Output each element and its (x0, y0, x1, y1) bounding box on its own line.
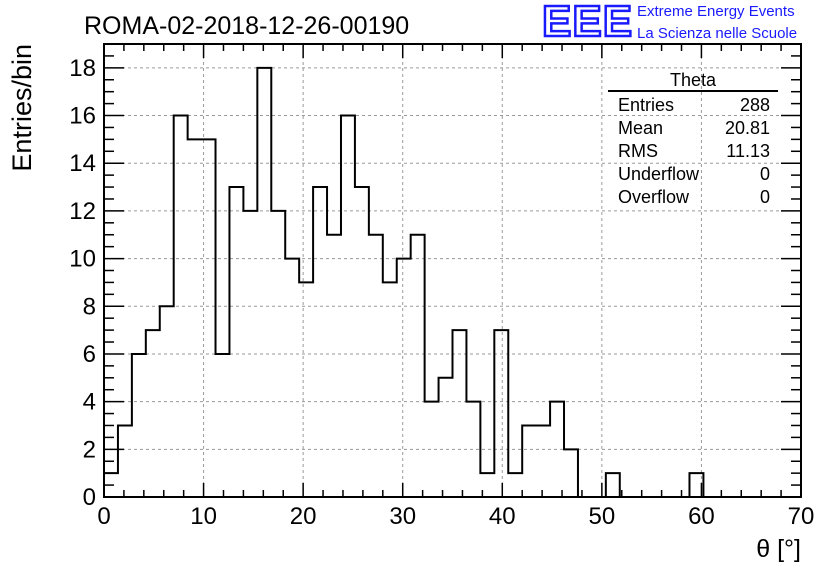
run-title: ROMA-02-2018-12-26-00190 (84, 12, 409, 40)
y-tick-label: 10 (69, 246, 96, 273)
eee-logo-mark: EEE (541, 0, 634, 47)
x-tick-label: 70 (788, 503, 815, 530)
axis-tick-labels: 0 10 20 30 40 50 60 70 0 2 4 6 8 10 12 14 16 18 (69, 55, 814, 530)
stats-row-mean: Mean 20.81 (608, 117, 778, 140)
x-tick-label: 40 (489, 503, 516, 530)
y-tick-label: 0 (83, 484, 96, 511)
y-tick-label: 12 (69, 198, 96, 225)
stats-value: 0 (759, 164, 770, 184)
y-tick-label: 6 (83, 341, 96, 368)
logo-line-2: La Scienza nelle Scuole (637, 25, 798, 42)
stats-title: Theta (608, 70, 778, 92)
y-tick-label: 16 (69, 103, 96, 130)
stats-label: Overflow (618, 187, 690, 207)
stats-label: RMS (618, 141, 658, 161)
stats-value: 288 (739, 95, 770, 115)
x-tick-label: 0 (97, 503, 110, 530)
logo-line-1: Extreme Energy Events (637, 3, 795, 20)
stats-row-entries: Entries 288 (608, 94, 778, 117)
x-axis-label: θ [°] (756, 535, 801, 563)
stats-row-underflow: Underflow 0 (608, 163, 778, 186)
y-axis-label: Entries/bin (7, 44, 37, 172)
stats-label: Underflow (618, 164, 700, 184)
x-tick-label: 30 (389, 503, 416, 530)
x-tick-label: 50 (589, 503, 616, 530)
stats-box: Theta Entries 288 Mean 20.81 RMS 11.13 U… (608, 70, 778, 209)
x-tick-label: 20 (290, 503, 317, 530)
y-tick-label: 4 (83, 389, 96, 416)
x-tick-label: 10 (190, 503, 217, 530)
y-tick-label: 14 (69, 150, 96, 177)
y-tick-label: 18 (69, 55, 96, 82)
x-tick-label: 60 (688, 503, 715, 530)
y-tick-label: 2 (83, 436, 96, 463)
stats-value: 0 (759, 187, 770, 207)
stats-label: Entries (618, 95, 675, 115)
histogram-step-line (103, 66, 705, 498)
axis-ticks (103, 43, 802, 498)
stats-value: 11.13 (726, 141, 770, 161)
y-tick-label: 8 (83, 293, 96, 320)
stats-label: Mean (618, 118, 664, 138)
stats-row-overflow: Overflow 0 (608, 186, 778, 209)
stats-value: 20.81 (724, 118, 770, 138)
stats-row-rms: RMS 11.13 (608, 140, 778, 163)
grid-lines (104, 44, 801, 497)
